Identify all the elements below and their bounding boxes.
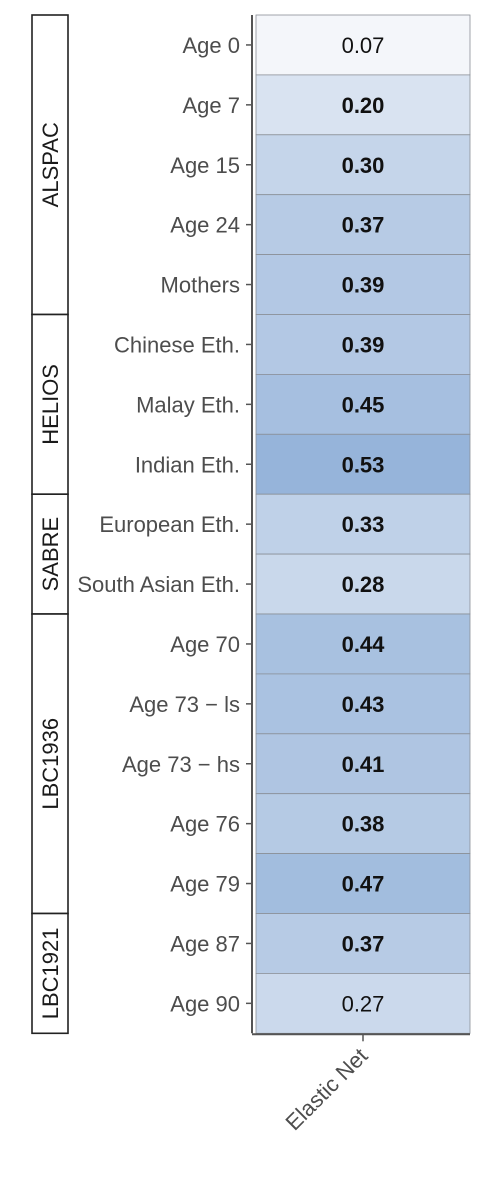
cohort-label: SABRE <box>38 517 63 592</box>
column-labels: Elastic Net <box>281 1043 373 1135</box>
cell-value: 0.33 <box>342 512 385 537</box>
cohort-label: HELIOS <box>38 364 63 445</box>
cell-value: 0.38 <box>342 812 385 837</box>
cohort-strip <box>31 613 69 915</box>
cell-value: 0.53 <box>342 452 385 477</box>
cell-value: 0.41 <box>342 752 385 777</box>
cell-value: 0.20 <box>342 93 385 118</box>
row-label: European Eth. <box>99 512 240 537</box>
heatmap-cell <box>255 373 471 435</box>
heatmap-cell <box>255 913 471 974</box>
heatmap-cell <box>255 613 471 675</box>
heatmap-cell <box>255 14 471 76</box>
heatmap-cell <box>255 853 471 914</box>
heatmap-cell <box>255 973 471 1034</box>
cell-value: 0.30 <box>342 153 385 178</box>
cell-value: 0.37 <box>342 213 385 238</box>
row-label: Mothers <box>161 273 240 298</box>
row-labels: Age 0 Age 7 Age 15 Age 24 Mothers Chinese Eth… <box>77 33 240 1016</box>
cohort-strip <box>31 313 69 495</box>
heatmap-cell <box>255 314 471 375</box>
cell-value: 0.07 <box>342 33 385 58</box>
column-label: Elastic Net <box>281 1043 373 1135</box>
cohort-strip <box>31 912 69 1035</box>
heatmap-cell <box>255 433 471 495</box>
row-label: Malay Eth. <box>136 392 240 417</box>
row-label: Age 79 <box>170 872 240 897</box>
cell-value: 0.37 <box>342 931 385 956</box>
row-label: Age 70 <box>170 632 240 657</box>
heatmap-cell <box>255 254 471 315</box>
heatmap-cell <box>255 793 471 855</box>
cell-value: 0.44 <box>342 632 386 657</box>
row-label: Age 15 <box>170 153 240 178</box>
cell-value: 0.47 <box>342 872 385 897</box>
heatmap-cell <box>255 134 471 196</box>
cell-value: 0.39 <box>342 273 385 298</box>
heatmap-cell <box>255 553 471 615</box>
cohort-label: LBC1921 <box>38 928 63 1020</box>
cell-value: 0.43 <box>342 692 385 717</box>
cohort-label: ALSPAC <box>38 122 63 207</box>
heatmap-cell <box>255 673 471 735</box>
cell-value: 0.39 <box>342 332 385 357</box>
cell-value: 0.45 <box>342 392 385 417</box>
row-label: Age 24 <box>170 213 240 238</box>
row-label: Chinese Eth. <box>114 332 240 357</box>
row-label: South Asian Eth. <box>77 572 240 597</box>
row-label: Age 73 − hs <box>122 752 240 777</box>
cohort-label: LBC1936 <box>38 718 63 810</box>
row-label: Age 7 <box>183 93 241 118</box>
cell-value: 0.28 <box>342 572 385 597</box>
row-label: Age 90 <box>170 991 240 1016</box>
cohort-strip <box>31 14 69 316</box>
heatmap-cell <box>255 733 471 795</box>
row-label: Age 87 <box>170 931 240 956</box>
cell-value: 0.27 <box>342 991 385 1016</box>
row-label: Age 76 <box>170 812 240 837</box>
row-label: Age 0 <box>183 33 241 58</box>
axes <box>246 15 470 1042</box>
cohort-strips: ALSPAC HELIOS SABRE LBC1936 LBC1921 <box>31 14 69 1035</box>
row-label: Indian Eth. <box>135 452 240 477</box>
row-label: Age 73 − ls <box>129 692 240 717</box>
heatmap-cell <box>255 493 471 555</box>
heatmap-cells: 0.07 0.20 0.30 0.37 0.39 0.39 0.45 0.53 0.33 0.28… <box>255 14 471 1034</box>
